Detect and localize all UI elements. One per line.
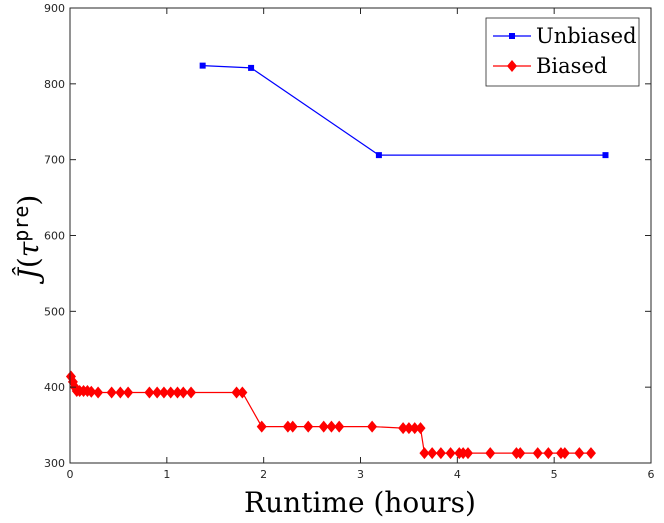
x-tick-label: 5	[551, 468, 558, 481]
y-tick-label: 400	[44, 381, 65, 394]
data-point-biased	[398, 422, 409, 435]
y-tick-label: 300	[44, 457, 65, 470]
data-point-biased	[515, 447, 526, 460]
data-point-biased	[403, 422, 414, 435]
data-point-biased	[287, 420, 298, 433]
x-axis-label: Runtime (hours)	[244, 486, 476, 519]
data-point-biased	[178, 386, 189, 399]
x-tick-label: 0	[67, 468, 74, 481]
data-point-biased	[123, 386, 134, 399]
data-point-biased	[559, 447, 570, 460]
data-point-biased	[93, 386, 104, 399]
data-point-biased	[334, 420, 345, 433]
data-point-unbiased	[248, 64, 255, 71]
data-point-biased	[172, 386, 183, 399]
data-point-biased	[409, 422, 420, 435]
data-point-biased	[158, 386, 169, 399]
y-tick-label: 800	[44, 78, 65, 91]
data-point-biased	[415, 422, 426, 435]
data-point-biased	[427, 447, 438, 460]
legend-label-biased: Biased	[536, 54, 607, 78]
data-point-biased	[485, 447, 496, 460]
x-tick-label: 2	[260, 468, 267, 481]
data-point-biased	[367, 420, 378, 433]
data-point-biased	[318, 420, 329, 433]
data-point-biased	[326, 420, 337, 433]
data-point-biased	[152, 386, 163, 399]
data-point-biased	[231, 386, 242, 399]
data-point-biased	[543, 447, 554, 460]
x-tick-label: 3	[357, 468, 364, 481]
y-tick-label: 900	[44, 2, 65, 15]
y-axis-label: Ĵ(τpre)	[9, 195, 45, 285]
data-point-biased	[106, 386, 117, 399]
data-point-unbiased	[602, 152, 609, 159]
legend: Unbiased Biased	[485, 17, 640, 87]
legend-marker-square	[509, 33, 515, 39]
legend-box	[485, 17, 640, 87]
y-tick-label: 600	[44, 230, 65, 243]
data-point-biased	[256, 420, 267, 433]
series-line-unbiased	[202, 65, 606, 156]
data-point-biased	[237, 386, 248, 399]
data-point-biased	[144, 386, 155, 399]
data-point-biased	[419, 447, 430, 460]
data-point-biased	[115, 386, 126, 399]
data-point-biased	[445, 447, 456, 460]
data-point-biased	[462, 447, 473, 460]
x-tick-label: 1	[163, 468, 170, 481]
data-point-biased	[303, 420, 314, 433]
data-point-biased	[574, 447, 585, 460]
legend-label-unbiased: Unbiased	[536, 24, 637, 48]
data-point-unbiased	[199, 62, 206, 69]
x-tick-label: 6	[648, 468, 655, 481]
y-tick-label: 700	[44, 154, 65, 167]
legend-entry-unbiased: Unbiased	[493, 24, 637, 48]
data-point-biased	[186, 386, 197, 399]
axis-ticks: 0 1 2 3 4 5 6 300 400 500 600 700 800 900	[44, 2, 655, 481]
data-point-biased	[532, 447, 543, 460]
data-point-biased	[86, 385, 97, 398]
x-tick-label: 4	[454, 468, 461, 481]
series-layer	[65, 62, 609, 460]
legend-marker-diamond	[507, 60, 517, 72]
data-point-biased	[585, 447, 596, 460]
data-point-biased	[165, 386, 176, 399]
y-tick-label: 500	[44, 305, 65, 318]
data-point-biased	[435, 447, 446, 460]
data-point-unbiased	[375, 152, 382, 159]
legend-entry-biased: Biased	[493, 54, 607, 78]
